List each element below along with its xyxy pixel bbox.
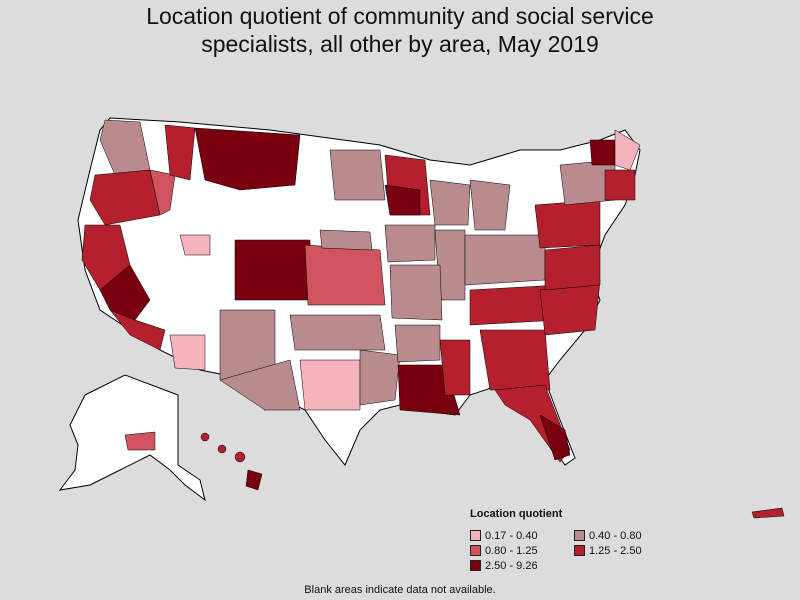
region-texas-west	[219, 359, 301, 411]
region-nebraska-east	[319, 229, 373, 251]
region-idaho	[164, 124, 196, 181]
region-oregon-east	[149, 169, 176, 216]
region-alabama-georgia	[479, 329, 551, 391]
region-utah-north	[179, 234, 211, 256]
region-oklahoma	[289, 314, 386, 351]
region-virginia	[544, 244, 601, 291]
region-kansas	[304, 244, 386, 306]
title-line-1: Location quotient of community and socia…	[146, 3, 654, 29]
legend-swatch-2	[574, 530, 585, 541]
region-pennsylvania	[534, 199, 601, 249]
legend-swatch-3	[470, 545, 481, 556]
legend-swatch-4	[574, 545, 585, 556]
legend-title: Location quotient	[470, 508, 563, 520]
region-indiana-ohio	[464, 234, 546, 286]
legend-item-5: 2.50 - 9.26	[470, 559, 574, 572]
region-michigan	[469, 179, 511, 231]
map-regions	[81, 119, 641, 463]
region-texas-central	[299, 359, 361, 411]
region-new-england-south	[604, 169, 636, 201]
region-arizona-se	[169, 334, 206, 371]
region-colorado	[234, 239, 313, 301]
map-title: Location quotient of community and socia…	[0, 2, 800, 58]
legend-item-4: 1.25 - 2.50	[574, 544, 684, 557]
title-line-2: specialists, all other by area, May 2019	[201, 31, 599, 57]
region-arkansas	[394, 324, 441, 363]
legend-item-1: 0.17 - 0.40	[470, 529, 574, 542]
region-texas-east	[359, 349, 401, 406]
legend-label-5: 2.50 - 9.26	[485, 559, 538, 572]
region-wisconsin	[429, 179, 471, 226]
puerto-rico	[751, 507, 785, 519]
legend-label-1: 0.17 - 0.40	[485, 529, 538, 542]
region-oregon	[89, 169, 161, 226]
footnote: Blank areas indicate data not available.	[304, 584, 496, 596]
region-iowa	[384, 224, 436, 263]
region-montana	[194, 127, 301, 191]
legend-grid: 0.17 - 0.40 0.40 - 0.80 0.80 - 1.25 1.25…	[470, 529, 690, 572]
region-missouri	[389, 264, 443, 321]
legend-label-3: 0.80 - 1.25	[485, 544, 538, 557]
legend: Location quotient 0.17 - 0.40 0.40 - 0.8…	[470, 508, 690, 572]
region-dakotas	[329, 149, 386, 201]
legend-item-3: 0.80 - 1.25	[470, 544, 574, 557]
region-florida-south	[539, 414, 571, 461]
region-california-central	[99, 264, 151, 321]
alaska-region-shaded	[124, 431, 156, 451]
region-vermont-nh	[589, 139, 616, 166]
legend-label-4: 1.25 - 2.50	[589, 544, 642, 557]
region-california-south	[109, 309, 166, 351]
region-minnesota-se	[384, 184, 421, 216]
legend-swatch-5	[470, 560, 481, 571]
legend-label-2: 0.40 - 0.80	[589, 529, 642, 542]
legend-item-2: 0.40 - 0.80	[574, 529, 684, 542]
legend-swatch-1	[470, 530, 481, 541]
region-mississippi	[439, 339, 471, 396]
hawaii-islands	[200, 432, 263, 491]
